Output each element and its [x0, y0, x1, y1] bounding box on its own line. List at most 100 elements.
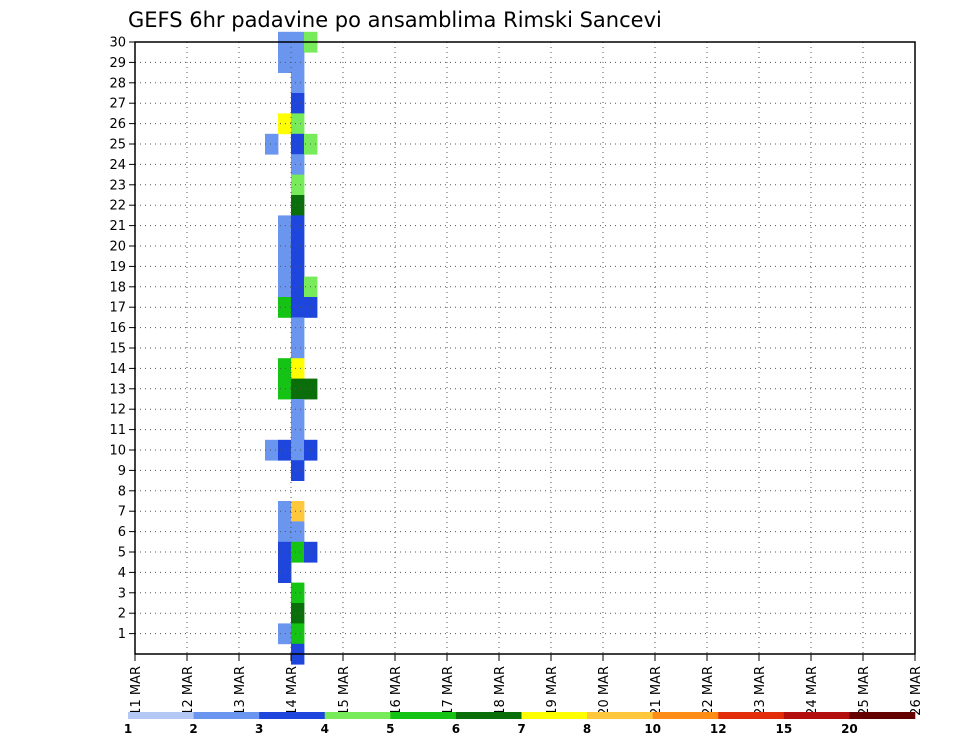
colorbar-label: 20	[841, 722, 858, 736]
heatmap-cell	[291, 52, 305, 73]
heatmap-cell	[291, 235, 305, 257]
y-tick-label: 2	[118, 607, 126, 622]
y-tick-label: 11	[109, 423, 126, 438]
colorbar-label: 7	[517, 722, 525, 736]
colorbar-swatch	[718, 712, 785, 719]
colorbar-swatch	[455, 712, 522, 719]
x-tick-label: 21 MAR	[649, 666, 664, 716]
colorbar-label: 6	[452, 722, 460, 736]
y-tick-label: 1	[118, 627, 126, 642]
heatmap-cell	[291, 439, 305, 461]
y-tick-label: 17	[109, 301, 126, 316]
colorbar-label: 4	[321, 722, 329, 736]
heatmap-cell	[291, 337, 305, 359]
y-tick-label: 3	[118, 586, 126, 601]
heatmap-cell	[291, 521, 305, 543]
x-tick-label: 22 MAR	[701, 666, 716, 716]
heatmap-cell	[291, 603, 305, 624]
x-tick-label: 17 MAR	[441, 666, 456, 716]
heatmap-cell	[278, 501, 292, 522]
x-tick-label: 12 MAR	[181, 666, 196, 716]
colorbar-swatch	[783, 712, 850, 719]
heatmap-cells	[265, 31, 318, 665]
heatmap-cell	[278, 439, 292, 461]
heatmap-cell	[291, 195, 305, 216]
y-tick-label: 28	[109, 76, 126, 91]
heatmap-cell	[291, 113, 305, 135]
heatmap-cell	[278, 235, 292, 257]
colorbar-swatch	[193, 712, 260, 719]
y-tick-label: 9	[118, 464, 126, 479]
heatmap-cell	[291, 317, 305, 339]
y-tick-label: 19	[109, 260, 126, 275]
heatmap-cell	[291, 399, 305, 420]
y-tick-label: 12	[109, 403, 126, 418]
heatmap-cell	[291, 460, 305, 481]
heatmap-cell	[291, 215, 305, 237]
y-tick-label: 20	[109, 240, 126, 255]
y-tick-label: 26	[109, 117, 126, 132]
heatmap-cell	[278, 297, 292, 318]
chart-title: GEFS 6hr padavine po ansamblima Rimski S…	[128, 8, 662, 32]
colorbar-swatch	[390, 712, 457, 719]
colorbar-swatch	[259, 712, 326, 719]
x-tick-label: 13 MAR	[233, 666, 248, 716]
y-tick-label: 13	[109, 382, 126, 397]
heatmap-cell	[278, 378, 292, 400]
colorbar-label: 5	[386, 722, 394, 736]
heatmap-cell	[291, 93, 305, 114]
y-tick-label: 14	[109, 362, 126, 377]
heatmap-cell	[291, 501, 305, 522]
heatmap-cell	[278, 276, 292, 298]
x-tick-label: 14 MAR	[285, 666, 300, 716]
x-tick-label: 16 MAR	[389, 666, 404, 716]
colorbar-label: 12	[710, 722, 727, 736]
x-tick-label: 15 MAR	[337, 666, 352, 716]
x-tick-label: 19 MAR	[545, 666, 560, 716]
y-tick-label: 18	[109, 280, 126, 295]
heatmap-cell	[278, 541, 292, 563]
heatmap-cell	[278, 562, 292, 583]
x-tick-label: 23 MAR	[753, 666, 768, 716]
heatmap-cell	[291, 133, 305, 155]
colorbar-swatch	[652, 712, 719, 719]
y-tick-label: 8	[118, 484, 126, 499]
x-tick-label: 18 MAR	[493, 666, 508, 716]
colorbar-swatch	[128, 712, 194, 719]
colorbar-label: 15	[775, 722, 792, 736]
y-tick-label: 21	[109, 219, 126, 234]
colorbar-label: 1	[124, 722, 132, 736]
heatmap-cell	[278, 52, 292, 73]
x-tick-label: 20 MAR	[597, 666, 612, 716]
y-tick-label: 7	[118, 505, 126, 520]
colorbar-label: 8	[583, 722, 591, 736]
y-tick-label: 22	[109, 199, 126, 214]
colorbar-label: 2	[189, 722, 197, 736]
y-tick-label: 27	[109, 97, 126, 112]
colorbar-swatch	[324, 712, 391, 719]
heatmap-cell	[291, 174, 305, 196]
x-axis: 11 MAR 12 MAR 13 MAR 14 MAR 15 MAR 16 MAR 17 M…	[129, 654, 924, 716]
y-tick-label: 23	[109, 178, 126, 193]
x-tick-label: 25 MAR	[857, 666, 872, 716]
y-tick-label: 10	[109, 444, 126, 459]
heatmap-cell	[291, 154, 305, 175]
colorbar-label: 10	[644, 722, 661, 736]
y-tick-label: 6	[118, 525, 126, 540]
y-tick-label: 16	[109, 321, 126, 336]
heatmap-cell	[291, 419, 305, 441]
y-tick-label: 29	[109, 56, 126, 71]
y-tick-label: 4	[118, 566, 126, 581]
heatmap-cell	[278, 358, 292, 379]
x-tick-label: 26 MAR	[909, 666, 924, 716]
y-tick-label: 25	[109, 138, 126, 153]
heatmap-cell	[278, 623, 292, 645]
heatmap-cell	[278, 113, 292, 135]
heatmap-cell	[291, 623, 305, 645]
heatmap-cell	[291, 582, 305, 604]
y-axis: 1234567891011121314151617181920212223242…	[109, 36, 135, 642]
colorbar-swatch	[521, 712, 588, 719]
x-tick-label: 11 MAR	[129, 666, 144, 716]
heatmap-cell	[291, 541, 305, 563]
